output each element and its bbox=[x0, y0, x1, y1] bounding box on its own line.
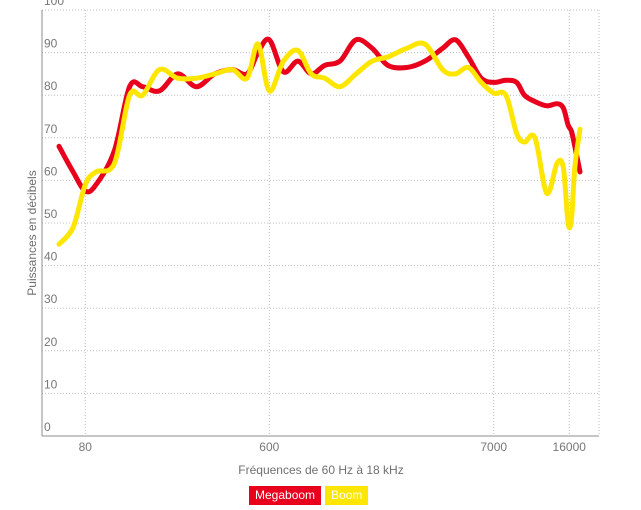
series-line-megaboom bbox=[56, 36, 583, 195]
y-tick-label: 60 bbox=[44, 164, 58, 178]
legend-item-megaboom[interactable]: Megaboom bbox=[249, 486, 322, 505]
y-tick-label: 50 bbox=[44, 207, 58, 221]
y-tick-label: 70 bbox=[44, 122, 58, 136]
chart-series bbox=[56, 36, 583, 247]
y-tick-label: 90 bbox=[44, 37, 58, 51]
y-tick-label: 100 bbox=[44, 0, 64, 8]
y-axis-title: Puissances en décibels bbox=[25, 170, 39, 295]
legend-item-boom[interactable]: Boom bbox=[325, 486, 369, 505]
chart-legend: Megaboom Boom bbox=[249, 486, 369, 505]
series-points-megaboom bbox=[59, 40, 580, 192]
series-line-boom bbox=[56, 40, 583, 247]
chart-tick-labels: 0 10 20 30 40 50 60 70 80 90 100 80 600 7000 16000 bbox=[44, 0, 586, 454]
x-tick-label: 7000 bbox=[480, 440, 507, 454]
y-tick-label: 0 bbox=[44, 420, 51, 434]
y-tick-label: 80 bbox=[44, 79, 58, 93]
chart-grid bbox=[42, 9, 600, 436]
x-axis-title: Fréquences de 60 Hz à 18 kHz bbox=[238, 463, 403, 477]
series-points-boom bbox=[59, 44, 580, 244]
x-tick-label: 16000 bbox=[553, 440, 587, 454]
y-tick-label: 20 bbox=[44, 335, 58, 349]
x-tick-label: 80 bbox=[79, 440, 93, 454]
y-tick-label: 40 bbox=[44, 250, 58, 264]
y-tick-label: 10 bbox=[44, 377, 58, 391]
y-tick-label: 30 bbox=[44, 292, 58, 306]
x-tick-label: 600 bbox=[259, 440, 279, 454]
chart-axes bbox=[41, 10, 599, 437]
